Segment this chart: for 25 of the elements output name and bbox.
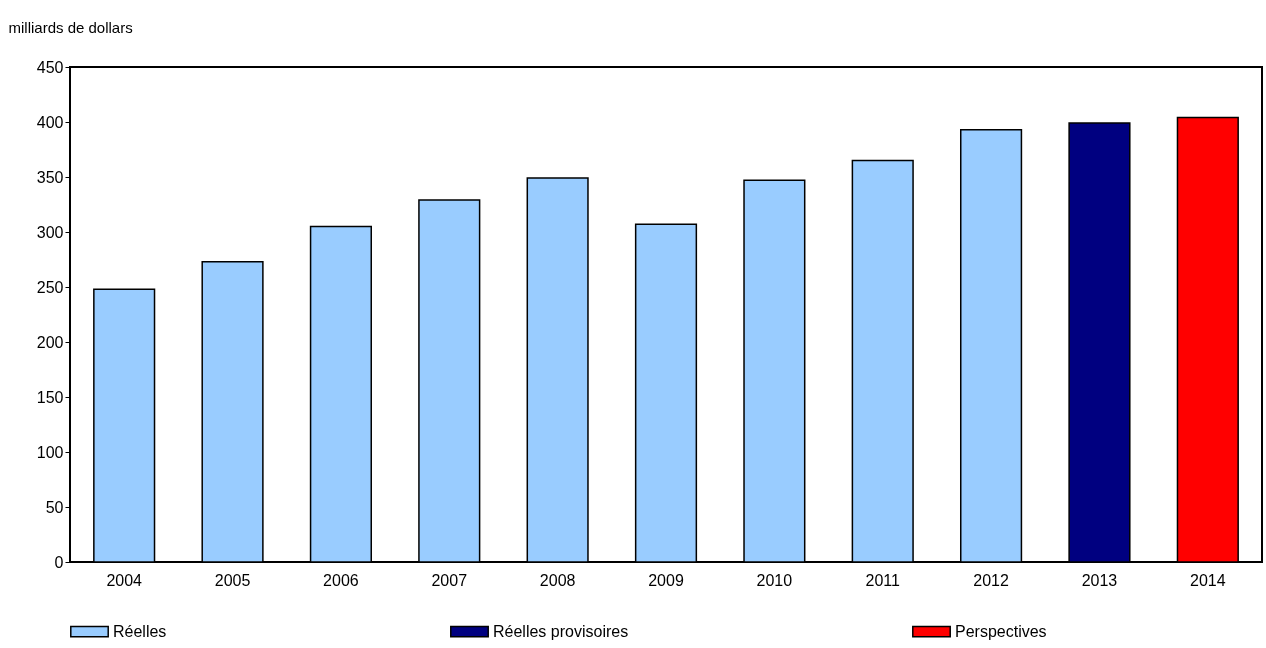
y-tick-label: 250 xyxy=(36,278,64,296)
x-tick-label: 2010 xyxy=(756,571,793,589)
y-tick-label: 0 xyxy=(54,553,64,571)
legend-label: Réelles xyxy=(113,622,167,640)
x-tick-label: 2006 xyxy=(323,571,359,589)
y-tick-label: 100 xyxy=(36,443,64,461)
y-tick-label: 450 xyxy=(36,58,64,76)
y-tick-label: 350 xyxy=(36,168,64,186)
legend-label: Réelles provisoires xyxy=(493,622,629,640)
legend-label: Perspectives xyxy=(955,622,1047,640)
x-tick-label: 2009 xyxy=(648,571,684,589)
x-tick-label: 2007 xyxy=(431,571,468,589)
y-axis-title: milliards de dollars xyxy=(8,18,133,36)
x-tick-label: 2011 xyxy=(865,571,901,589)
x-tick-label: 2004 xyxy=(106,571,143,589)
x-tick-label: 2012 xyxy=(973,571,1009,589)
y-tick-label: 150 xyxy=(36,388,64,406)
x-tick-label: 2005 xyxy=(214,571,251,589)
y-tick-label: 400 xyxy=(36,113,64,131)
x-tick-label: 2013 xyxy=(1081,571,1118,589)
y-tick-label: 50 xyxy=(45,498,64,516)
y-tick-label: 200 xyxy=(36,333,64,351)
y-tick-label: 300 xyxy=(36,223,64,241)
x-tick-label: 2008 xyxy=(539,571,576,589)
x-tick-label: 2014 xyxy=(1190,571,1226,589)
